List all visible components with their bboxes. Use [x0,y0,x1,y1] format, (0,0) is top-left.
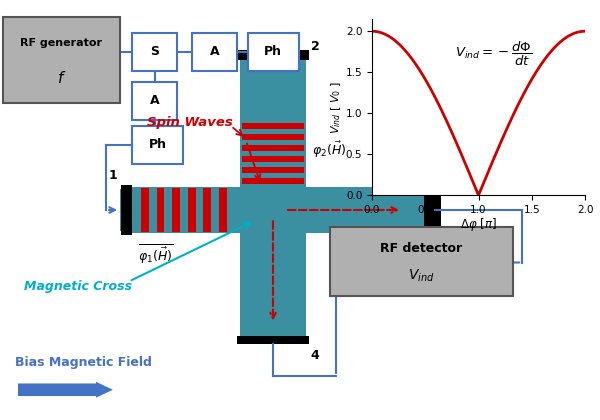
Bar [244,52,302,67]
FancyBboxPatch shape [3,17,120,103]
Text: $V_{ind}$: $V_{ind}$ [408,268,435,284]
Text: Magnetic Cross: Magnetic Cross [24,280,132,293]
Text: Ph: Ph [149,139,167,151]
Bar [244,330,302,344]
Text: A: A [209,45,220,58]
FancyArrow shape [18,382,113,398]
FancyBboxPatch shape [132,126,183,164]
Bar [242,123,304,129]
Bar [242,156,304,162]
Bar [242,134,304,140]
Text: Ph: Ph [264,45,282,58]
Text: 3: 3 [438,169,446,182]
Bar [157,188,164,232]
Text: Bias Magnetic Field: Bias Magnetic Field [15,356,152,369]
Bar [237,52,309,60]
Text: Spin Waves: Spin Waves [147,116,233,129]
Text: RF generator: RF generator [20,39,103,48]
Text: $\overline{\varphi_1(\vec{H})}$: $\overline{\varphi_1(\vec{H})}$ [138,242,173,265]
FancyBboxPatch shape [248,33,299,71]
Bar [120,189,141,231]
Text: 4: 4 [311,349,320,362]
Bar [203,188,211,232]
Bar [121,185,132,235]
Bar [237,336,309,342]
Bar [430,185,441,235]
Text: S: S [150,45,159,58]
Bar [242,145,304,151]
FancyBboxPatch shape [330,227,513,296]
Bar [240,55,306,342]
X-axis label: $\Delta\varphi$ $[\pi]$: $\Delta\varphi$ $[\pi]$ [460,216,497,234]
Text: 1: 1 [108,169,117,182]
Bar [237,50,309,56]
Bar [141,188,149,232]
Text: A: A [149,94,160,107]
Y-axis label: $V_{ind}$ [ $V_0$ ]: $V_{ind}$ [ $V_0$ ] [329,81,343,134]
Text: $V_{ind} = -\dfrac{d\Phi}{dt}$: $V_{ind} = -\dfrac{d\Phi}{dt}$ [455,40,532,68]
Bar [414,189,435,231]
Text: $f$: $f$ [57,70,66,86]
Text: RF detector: RF detector [380,242,463,255]
Bar [188,188,196,232]
Text: 2: 2 [311,40,320,53]
Bar [424,185,432,235]
Bar [237,336,309,344]
FancyBboxPatch shape [132,33,177,71]
Bar [242,167,304,173]
Bar [219,188,227,232]
Bar [123,185,131,235]
FancyBboxPatch shape [132,82,177,120]
Bar [242,178,304,184]
Bar [172,188,180,232]
Bar [123,187,432,233]
FancyBboxPatch shape [192,33,237,71]
Text: $\varphi_2(\vec{H})$: $\varphi_2(\vec{H})$ [312,140,346,160]
